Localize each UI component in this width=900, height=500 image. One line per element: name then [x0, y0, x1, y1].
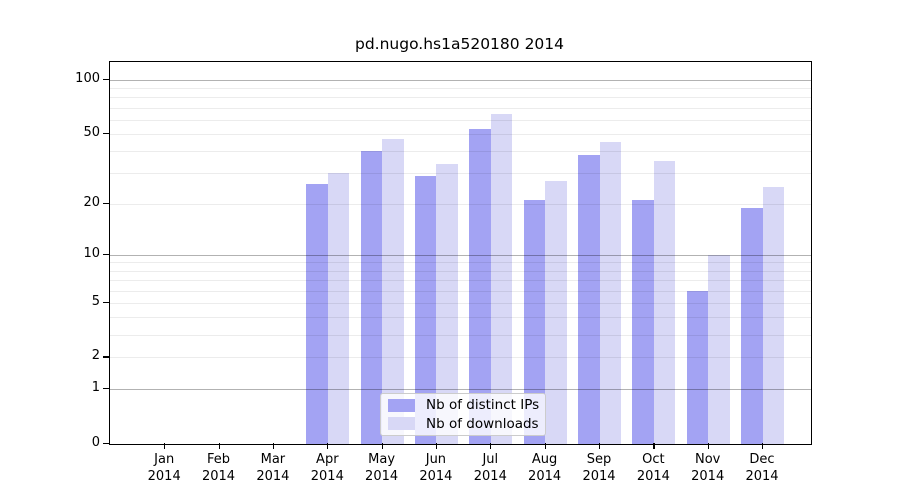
chart-title: pd.nugo.hs1a520180 2014 — [354, 35, 565, 53]
gridline-minor — [110, 290, 811, 292]
y-tick-label: 50 — [83, 124, 100, 140]
x-tick-label: Nov 2014 — [691, 452, 725, 484]
x-tick — [381, 443, 383, 449]
bar-distinct-ips-jul — [469, 129, 491, 444]
gridline-minor — [110, 133, 811, 135]
legend-item-downloads: Nb of downloads — [381, 416, 545, 432]
y-tick-label: 1 — [91, 380, 100, 396]
y-tick — [103, 388, 109, 390]
y-tick — [103, 356, 109, 358]
bar-distinct-ips-may — [360, 151, 383, 444]
gridline-minor — [110, 151, 811, 153]
bar-distinct-ips-sep — [578, 155, 600, 444]
x-tick-label: Mar 2014 — [256, 452, 290, 484]
bar-downloads-jul — [490, 113, 513, 444]
y-tick-label: 5 — [91, 293, 100, 309]
x-tick — [435, 443, 438, 449]
x-tick-label: May 2014 — [365, 452, 399, 484]
x-tick — [762, 443, 764, 449]
x-tick-label: Jan 2014 — [147, 452, 181, 484]
x-tick-label: Aug 2014 — [528, 452, 562, 484]
gridline-major — [110, 80, 811, 81]
bar-downloads-aug — [545, 181, 567, 444]
bar-downloads-nov — [708, 254, 730, 444]
gridline-minor — [110, 107, 811, 109]
y-tick-label: 10 — [83, 245, 100, 261]
legend-swatch-downloads — [388, 417, 415, 431]
x-tick-label: Jun 2014 — [419, 452, 453, 484]
bar-distinct-ips-jun — [414, 175, 437, 444]
bar-downloads-dec — [762, 187, 785, 444]
gridline-minor — [110, 280, 811, 281]
x-tick-label: Feb 2014 — [201, 452, 236, 484]
y-tick-label: 0 — [91, 435, 100, 450]
legend-item-distinct-ips: Nb of distinct IPs — [381, 397, 545, 413]
bar-downloads-sep — [599, 142, 621, 444]
bar-distinct-ips-aug — [523, 200, 546, 444]
bar-distinct-ips-dec — [741, 207, 763, 444]
x-tick-label: Oct 2014 — [636, 452, 670, 484]
bar-distinct-ips-nov — [686, 290, 709, 444]
legend-swatch-distinct-ips — [388, 398, 415, 412]
legend-label-distinct-ips: Nb of distinct IPs — [426, 397, 540, 414]
gridline-minor — [110, 334, 811, 336]
y-tick-label: 100 — [75, 71, 100, 86]
gridline-minor — [110, 270, 811, 272]
y-tick — [103, 301, 109, 303]
bar-downloads-apr — [327, 173, 350, 444]
gridline-minor — [110, 317, 811, 319]
gridline-minor — [110, 173, 811, 175]
x-tick — [599, 443, 601, 449]
plot-area: Nb of distinct IPs Nb of downloads — [109, 61, 812, 445]
bar-downloads-may — [382, 138, 404, 444]
bar-downloads-jun — [436, 163, 458, 444]
y-tick — [103, 79, 109, 81]
y-tick — [103, 253, 109, 256]
gridlines-layer — [110, 62, 811, 444]
gridline-minor — [110, 302, 811, 304]
x-tick — [653, 443, 655, 449]
legend-label-downloads: Nb of downloads — [426, 415, 539, 432]
gridline-minor — [110, 119, 811, 121]
x-tick — [218, 443, 220, 449]
gridline-minor — [110, 88, 811, 90]
x-tick — [490, 443, 492, 449]
bar-distinct-ips-apr — [306, 184, 328, 444]
y-tick-label: 20 — [83, 194, 100, 210]
x-tick-label: Sep 2014 — [582, 452, 616, 484]
bar-downloads-oct — [653, 161, 676, 444]
x-tick — [327, 443, 329, 449]
y-tick — [103, 202, 109, 205]
bars-layer — [110, 62, 811, 444]
x-tick-label: Dec 2014 — [745, 452, 779, 484]
y-tick-label: 2 — [91, 348, 100, 364]
y-tick — [103, 132, 109, 135]
gridline-minor — [110, 357, 811, 359]
x-tick-label: Jul 2014 — [473, 452, 507, 484]
x-tick — [544, 443, 546, 449]
x-tick — [164, 443, 166, 449]
gridline-major — [110, 389, 811, 391]
gridline-major — [110, 254, 811, 256]
x-tick-label: Apr 2014 — [310, 452, 344, 484]
x-tick — [707, 443, 709, 449]
gridline-minor — [110, 203, 811, 205]
gridline-minor — [110, 262, 811, 264]
bar-distinct-ips-oct — [632, 200, 654, 444]
x-tick — [272, 443, 275, 449]
gridline-minor — [110, 97, 811, 99]
y-tick — [103, 443, 109, 445]
legend: Nb of distinct IPs Nb of downloads — [380, 393, 546, 436]
